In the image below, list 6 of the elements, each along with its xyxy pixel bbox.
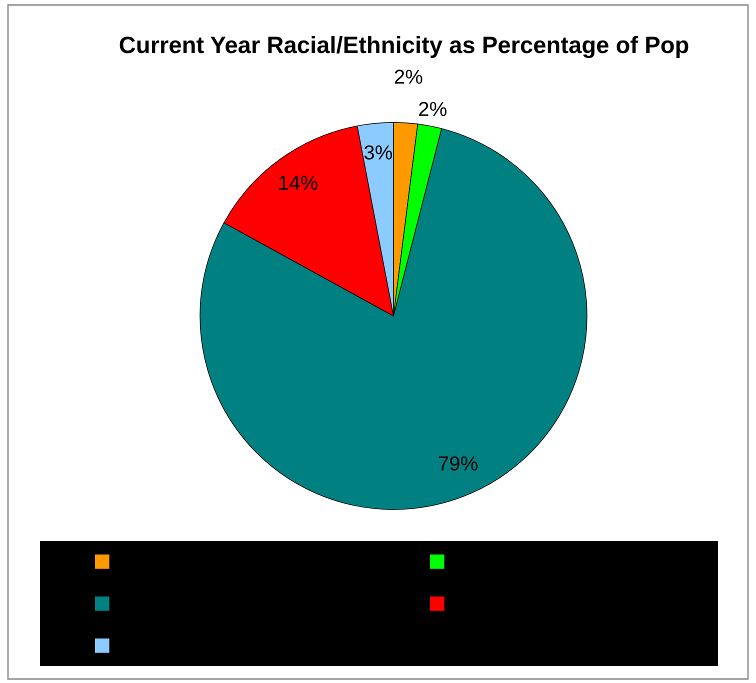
data-label: 79% (438, 456, 478, 471)
data-label: 3% (364, 145, 392, 160)
data-label: 2% (394, 70, 422, 84)
chart-title: Current Year Racial/Ethnicity as Percentage of Pop (120, 36, 688, 58)
data-label: 2% (419, 102, 446, 116)
data-label: 14% (279, 176, 318, 190)
